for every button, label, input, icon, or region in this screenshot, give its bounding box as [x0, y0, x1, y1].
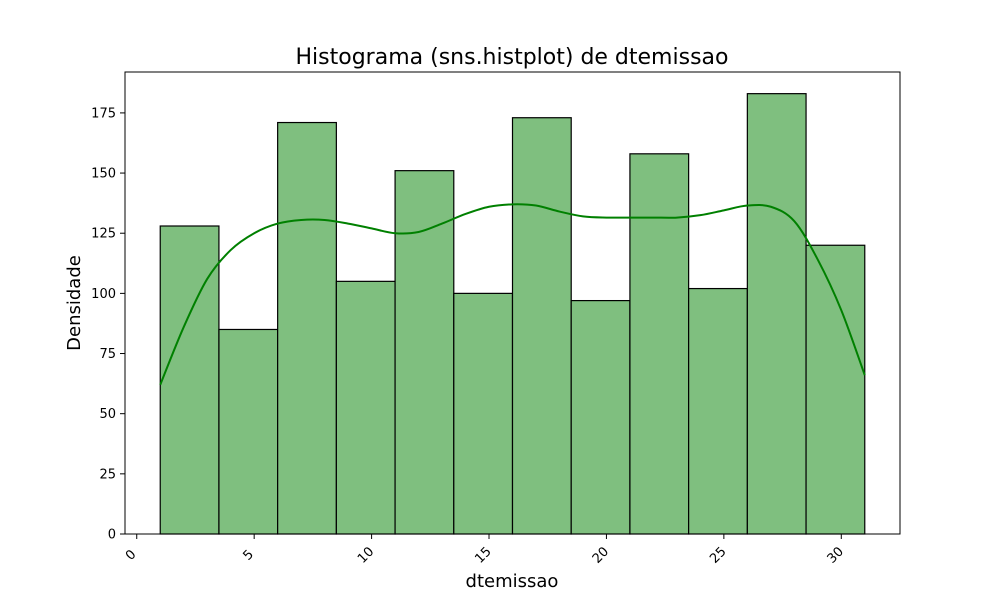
y-tick-label: 0: [108, 528, 116, 543]
histogram-bars: [159, 93, 866, 535]
x-tick-label: 20: [590, 544, 612, 566]
histogram-bar: [453, 292, 514, 535]
kde-curve: [159, 203, 866, 386]
x-tick-label: 25: [707, 544, 729, 566]
x-tick-label: 10: [355, 544, 377, 566]
histogram-bar: [746, 93, 807, 535]
y-tick-label: 175: [91, 106, 116, 121]
chart-title: Histograma (sns.histplot) de dtemissao: [296, 45, 729, 70]
y-tick-label: 25: [99, 467, 116, 482]
histogram-bar: [218, 328, 279, 535]
y-tick-label: 150: [91, 167, 116, 182]
y-tick-label: 50: [99, 407, 116, 422]
x-tick-label: 5: [240, 547, 256, 563]
y-axis: 0 25 50 75 100 125 150 175: [91, 106, 125, 543]
x-tick-label: 0: [123, 547, 139, 563]
histogram-bar: [570, 299, 631, 535]
histogram-bar: [159, 225, 220, 535]
x-axis-label: dtemissao: [466, 571, 559, 592]
y-tick-label: 100: [91, 287, 116, 302]
y-tick-label: 75: [99, 347, 116, 362]
x-axis: 0 5 10 15 20 25 30: [123, 534, 847, 567]
histogram-bar: [629, 153, 690, 535]
plot-frame: [124, 71, 901, 535]
histogram-bar: [688, 287, 748, 535]
x-tick-label: 30: [825, 544, 847, 566]
x-tick-label: 15: [472, 544, 494, 566]
histogram-bar: [394, 170, 455, 535]
y-axis-label: Densidade: [64, 255, 85, 351]
histogram-bar: [277, 121, 337, 535]
histogram-bar: [335, 280, 396, 535]
histogram-bar: [511, 117, 572, 535]
y-tick-label: 125: [91, 227, 116, 242]
histogram-bar: [805, 244, 866, 535]
